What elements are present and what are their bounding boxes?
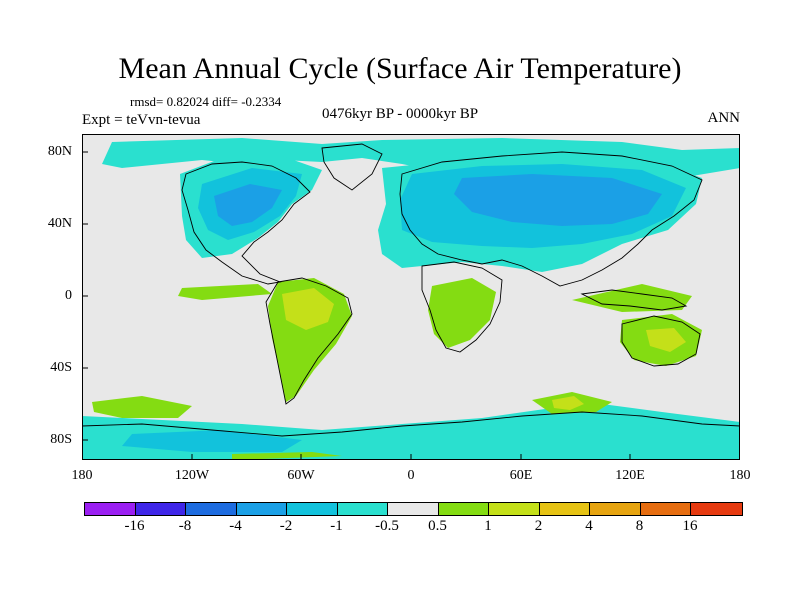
colorbar-box xyxy=(85,503,136,515)
colorbar-box xyxy=(287,503,338,515)
north-america-cooling-max xyxy=(214,184,282,226)
south-america-warming-core xyxy=(282,288,334,330)
colorbar-box xyxy=(438,503,489,515)
tropical-pacific-warming-band xyxy=(178,284,272,300)
colorbar-box xyxy=(640,503,691,515)
australia-warming-core xyxy=(646,328,686,352)
lon-label-180w: 180 xyxy=(71,468,93,483)
colorbar-label: -4 xyxy=(229,518,242,534)
colorbar-label: -0.5 xyxy=(375,518,399,534)
colorbar-label: 8 xyxy=(635,518,644,534)
colorbar-box xyxy=(691,503,742,515)
plot-title: Mean Annual Cycle (Surface Air Temperatu… xyxy=(118,52,682,85)
lat-label-40s: 40S xyxy=(50,360,72,375)
colorbar-box xyxy=(388,503,439,515)
colorbar-label: -1 xyxy=(330,518,343,534)
greenland-coastline xyxy=(321,143,383,191)
lat-label-80s: 80S xyxy=(50,432,72,447)
colorbar-label: -16 xyxy=(124,518,145,534)
period-label: 0476kyr BP - 0000kyr BP xyxy=(322,106,479,122)
colorbar-box xyxy=(489,503,540,515)
ross-sea-warming-region xyxy=(232,452,342,460)
colorbar-label: 2 xyxy=(534,518,543,534)
lon-label-60w: 60W xyxy=(287,468,315,483)
antarctica-coastline xyxy=(82,411,740,437)
maritime-continent-warming-region xyxy=(572,284,692,312)
maritime-continent-coastline xyxy=(580,289,688,311)
indian-ocean-warming-core xyxy=(552,396,584,410)
lon-label-0: 0 xyxy=(407,468,415,483)
rmsd-diff-stats: rmsd= 0.82024 diff= -0.2334 xyxy=(130,94,282,109)
colorbar-label: -2 xyxy=(279,518,293,534)
eurasia-cooling-max xyxy=(454,174,662,226)
lon-label-60e: 60E xyxy=(509,468,533,483)
experiment-label: Expt = teVvn-tevua xyxy=(82,112,201,128)
temperature-anomaly-map xyxy=(82,134,740,460)
colorbar-box xyxy=(135,503,186,515)
eurasia-coastline xyxy=(399,151,703,287)
africa-coastline xyxy=(421,261,503,353)
lat-label-0: 0 xyxy=(65,288,72,303)
season-label: ANN xyxy=(707,110,741,126)
colorbar-box xyxy=(539,503,590,515)
africa-warming-region xyxy=(428,278,496,348)
lon-label-120w: 120W xyxy=(174,468,210,483)
north-america-coastline xyxy=(181,161,311,285)
colorbar xyxy=(84,502,743,516)
lon-label-120e: 120E xyxy=(615,468,645,483)
colorbar-label: 1 xyxy=(484,518,492,534)
colorbar-box xyxy=(186,503,237,515)
lat-label-40n: 40N xyxy=(47,216,72,231)
australia-coastline xyxy=(621,315,701,367)
southern-ocean-cooling-region xyxy=(122,430,302,452)
axis-ticks xyxy=(82,151,631,460)
colorbar-label: -8 xyxy=(178,518,192,534)
colorbar-label: 0.5 xyxy=(428,518,447,534)
coastlines xyxy=(82,143,740,437)
colorbar-box xyxy=(590,503,641,515)
lat-label-80n: 80N xyxy=(47,144,72,159)
colorbar-box xyxy=(337,503,388,515)
colorbar-label: 16 xyxy=(682,518,698,534)
south-pacific-warming-region xyxy=(92,396,192,418)
south-america-coastline xyxy=(265,277,353,405)
colorbar-box xyxy=(236,503,287,515)
colorbar-label: 4 xyxy=(585,518,593,534)
lon-label-180e: 180 xyxy=(729,468,751,483)
